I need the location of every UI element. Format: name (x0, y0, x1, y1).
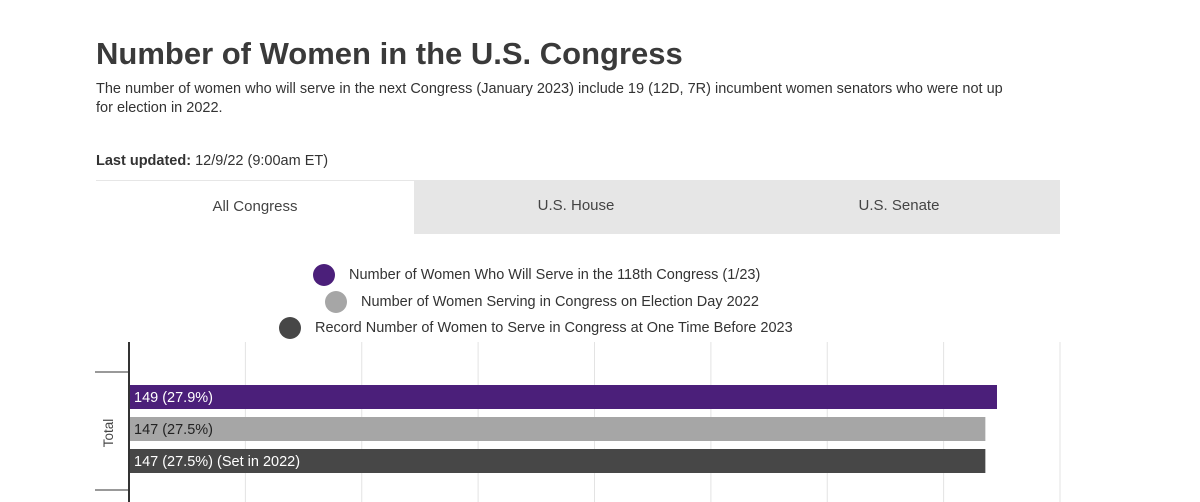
bar-series-2 (130, 449, 986, 473)
legend-item-record[interactable]: Record Number of Women to Serve in Congr… (279, 315, 793, 341)
tab-us-senate[interactable]: U.S. Senate (858, 197, 940, 214)
legend-swatch-record (279, 317, 301, 339)
bar-chart: Total 149 (27.9%) 147 (27.5%) 147 (27.5%) (… (95, 342, 1061, 502)
bar-series-0 (130, 385, 997, 409)
bar-series-1 (130, 417, 986, 441)
legend-label-record: Record Number of Women to Serve in Congr… (315, 320, 793, 336)
last-updated-value: 12/9/22 (9:00am ET) (195, 153, 329, 169)
chart-title: Number of Women in the U.S. Congress (96, 36, 683, 71)
tab-all-congress[interactable]: All Congress (96, 180, 414, 235)
chamber-tabs: All Congress U.S. House U.S. Senate (96, 180, 1060, 235)
legend-label-118th: Number of Women Who Will Serve in the 11… (349, 267, 761, 283)
data-label-series-2: 147 (27.5%) (Set in 2022) (134, 454, 300, 470)
last-updated: Last updated: 12/9/22 (9:00am ET) (96, 153, 328, 169)
legend-item-election-day[interactable]: Number of Women Serving in Congress on E… (325, 289, 759, 315)
legend-label-election-day: Number of Women Serving in Congress on E… (361, 294, 759, 310)
data-label-series-1: 147 (27.5%) (134, 422, 213, 438)
legend-swatch-118th (313, 264, 335, 286)
chart-subtitle: The number of women who will serve in th… (96, 81, 1003, 116)
legend-item-118th[interactable]: Number of Women Who Will Serve in the 11… (313, 262, 760, 288)
category-label-total: Total (101, 419, 116, 448)
tab-us-house[interactable]: U.S. House (537, 197, 615, 214)
legend-swatch-election-day (325, 291, 347, 313)
last-updated-label: Last updated: (96, 153, 192, 169)
data-label-series-0: 149 (27.9%) (134, 390, 213, 406)
